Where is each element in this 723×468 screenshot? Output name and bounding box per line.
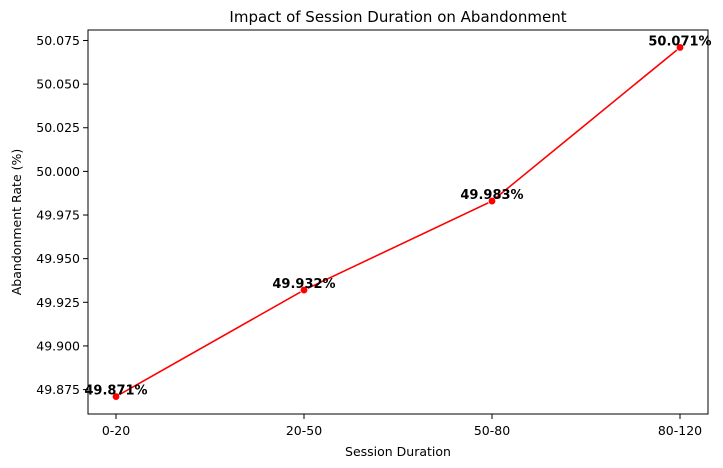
data-label: 49.983%: [460, 188, 523, 203]
y-tick-label: 49.900: [36, 338, 80, 353]
data-point: [675, 43, 685, 52]
x-tick-label: 50-80: [474, 423, 510, 438]
x-tick-label: 80-120: [658, 423, 702, 438]
y-tick-label: 50.000: [36, 164, 80, 179]
data-point: [111, 392, 121, 401]
data-label-layer: 49.871% 49.932% 49.983% 50.071%: [84, 34, 711, 398]
y-tick-label: 50.050: [36, 77, 80, 92]
x-tick-label: 20-50: [286, 423, 322, 438]
chart-title: Impact of Session Duration on Abandonmen…: [229, 8, 566, 26]
y-tick-label: 50.025: [36, 120, 80, 135]
data-point: [487, 196, 497, 206]
y-tick-label: 49.925: [36, 295, 80, 310]
data-label: 49.932%: [272, 277, 335, 292]
data-label: 50.071%: [648, 34, 711, 49]
x-axis: 0-20 20-50 50-80 80-120: [102, 414, 702, 438]
y-tick-label: 50.075: [36, 33, 80, 48]
y-tick-label: 49.950: [36, 251, 80, 266]
data-point: [299, 285, 309, 295]
x-axis-label: Session Duration: [345, 444, 451, 459]
y-tick-label: 49.975: [36, 208, 80, 223]
y-tick-label: 49.875: [36, 382, 80, 397]
y-axis: 49.875 49.900 49.925 49.950 49.975 50.000 50.0…: [36, 33, 88, 397]
plot-area: [87, 29, 709, 415]
x-tick-label: 0-20: [102, 423, 130, 438]
data-label: 49.871%: [84, 384, 147, 399]
series-line: [115, 46, 681, 398]
series-layer: [111, 43, 685, 401]
y-axis-label: Abandonment Rate (%): [9, 149, 24, 296]
